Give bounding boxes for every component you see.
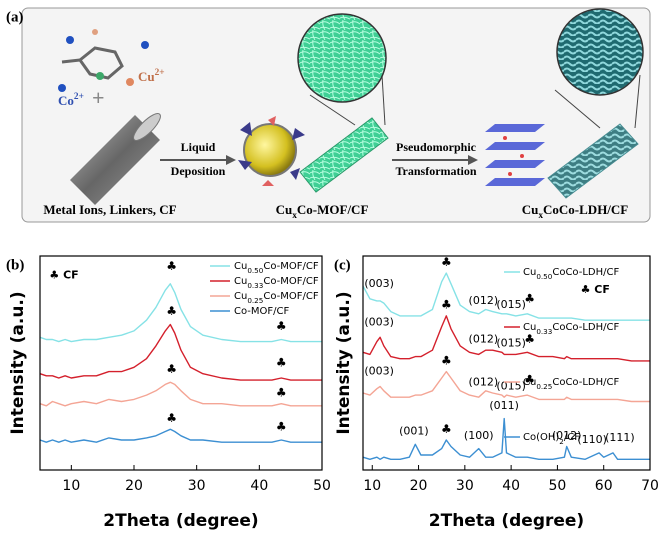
x-tick-label: 10 [62, 478, 80, 494]
layer-stack [485, 124, 545, 186]
xrd-line [39, 323, 322, 381]
legend-label: Cu0.50CoCo-LDH/CF [523, 267, 619, 281]
stage-label: CuxCoCo-LDH/CF [522, 202, 629, 221]
legend-label: Cu0.33Co-MOF/CF [234, 276, 319, 290]
y-axis-title: Intensity (a.u.) [334, 291, 354, 434]
annotation: ♣ CF [49, 268, 78, 281]
annotation: (100) [464, 429, 494, 442]
annotation: ♣ [441, 255, 452, 269]
zoom-circle [554, 8, 644, 129]
annotation: (111) [605, 431, 635, 444]
x-axis-title: 2Theta (degree) [103, 511, 258, 531]
arrow [392, 155, 478, 165]
xrd-line [39, 381, 322, 407]
zoom-circle [297, 13, 387, 126]
legend-label: Co(OH)2/CF [523, 432, 580, 446]
annotation: (003) [364, 277, 394, 290]
legend-label: Cu0.33CoCo-LDH/CF [523, 322, 619, 336]
xrd-line [362, 417, 650, 460]
annotation: (012) [469, 375, 499, 388]
annotation: ♣ [524, 373, 535, 387]
annotation: (012) [469, 294, 499, 307]
annotation: ♣ [524, 332, 535, 346]
x-tick-label: 40 [250, 478, 268, 494]
annotation: (012) [552, 429, 582, 442]
x-tick-label: 50 [313, 478, 331, 494]
annotation: ♣ [276, 385, 287, 399]
x-tick-label: 30 [188, 478, 206, 494]
x-tick-label: 30 [456, 478, 474, 494]
legend-label: Cu0.25Co-MOF/CF [234, 291, 319, 305]
ion-label: Co2+ [58, 92, 84, 108]
step-label: Pseudomorphic [396, 140, 477, 154]
legend-label: Cu0.25CoCo-LDH/CF [523, 377, 619, 391]
step-label: Transformation [395, 164, 476, 178]
x-tick-label: 50 [549, 478, 567, 494]
annotation: ♣ [441, 353, 452, 367]
annotation: ♣ [166, 411, 177, 425]
step-label: Deposition [171, 164, 226, 178]
plot-frame [362, 255, 651, 471]
x-tick-label: 20 [410, 478, 428, 494]
xrd-line [39, 283, 322, 343]
annotation: ♣ [166, 304, 177, 318]
chart: (c) 10 20 30 40 50 60 70 2Theta (degree) Intensit… [334, 255, 659, 531]
annotation: ♣ [166, 259, 177, 273]
mof-rod [299, 117, 389, 193]
annotation: ♣ [276, 319, 287, 333]
carbon-fiber [70, 113, 161, 205]
annotation: ♣ [166, 362, 177, 376]
x-tick-label: 70 [641, 478, 659, 494]
annotation: ♣ [276, 356, 287, 370]
annotation: (015) [496, 298, 526, 311]
step-label: Liquid [181, 140, 216, 154]
annotation: ♣ [276, 420, 287, 434]
xrd-line [362, 272, 650, 321]
x-tick-label: 40 [502, 478, 520, 494]
panel-label: (a) [6, 9, 24, 25]
x-axis-title: 2Theta (degree) [429, 511, 584, 531]
stage-label: CuxCo-MOF/CF [276, 202, 369, 221]
legend: Cu0.50Co-MOF/CFCu0.33Co-MOF/CFCu0.25Co-M… [210, 261, 319, 317]
legend-label: Cu0.50Co-MOF/CF [234, 261, 319, 275]
annotation: (015) [496, 380, 526, 393]
ldh-rod [547, 123, 639, 199]
annotation: (015) [496, 337, 526, 350]
annotation: ♣ [441, 298, 452, 312]
panel-label: (c) [334, 257, 351, 273]
x-tick-label: 20 [125, 478, 143, 494]
plus-sign: + [92, 85, 105, 110]
x-tick-label: 10 [363, 478, 381, 494]
annotation: ♣ [441, 422, 452, 436]
stage-label: Metal Ions, Linkers, CF [43, 202, 176, 217]
xrd-line [39, 428, 322, 443]
annotation: (003) [364, 315, 394, 328]
arrow [160, 155, 236, 165]
annotation: (011) [489, 399, 519, 412]
x-tick-label: 60 [595, 478, 613, 494]
annotation: ♣ [524, 291, 535, 305]
mof-particle [238, 116, 305, 186]
ion-label: Cu2+ [138, 68, 165, 84]
panel-label: (b) [6, 257, 24, 273]
annotation: (003) [364, 365, 394, 378]
xrd-line [362, 370, 650, 403]
legend-label: Co-MOF/CF [234, 306, 289, 317]
annotation: (012) [469, 332, 499, 345]
annotation: ♣ CF [581, 283, 610, 296]
panel-a-frame [21, 7, 651, 223]
linker-molecule [58, 29, 149, 92]
annotation: (110) [577, 433, 607, 446]
annotation: (001) [399, 424, 429, 437]
plot-frame [39, 255, 323, 471]
y-axis-title: Intensity (a.u.) [8, 291, 28, 434]
xrd-line [362, 315, 650, 362]
chart: (b) 10 20 30 40 50 2Theta (degree) Intensity (a… [6, 255, 331, 531]
